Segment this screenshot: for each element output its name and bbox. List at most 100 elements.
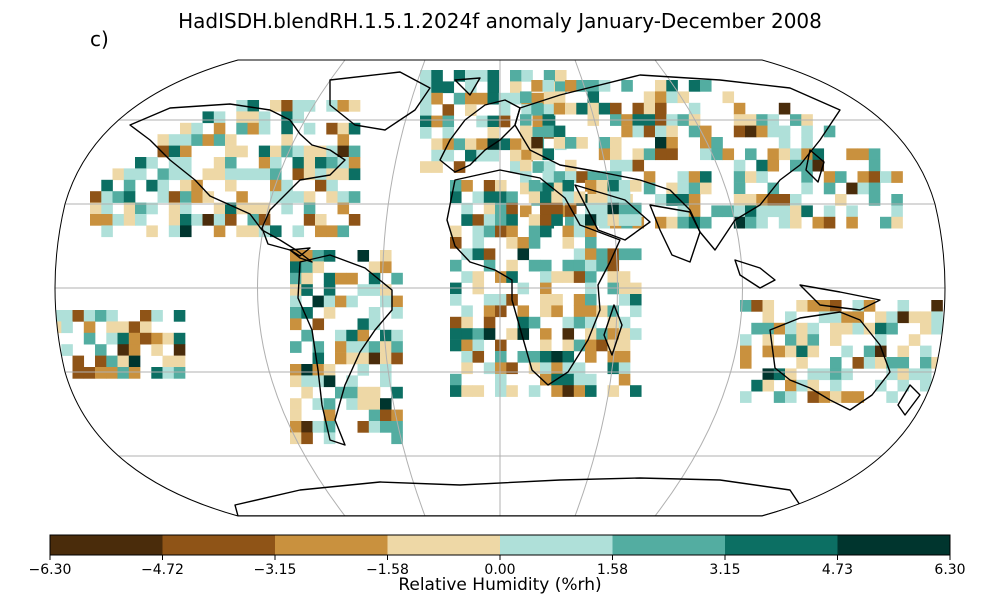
- anomaly-cell: [790, 216, 802, 229]
- anomaly-cell: [225, 214, 237, 226]
- anomaly-cell: [348, 122, 361, 135]
- anomaly-cell: [301, 432, 313, 445]
- anomaly-cell: [740, 334, 752, 346]
- anomaly-cell: [830, 391, 842, 403]
- anomaly-cell: [700, 171, 712, 183]
- anomaly-cell: [562, 316, 575, 329]
- anomaly-cell: [128, 355, 141, 368]
- anomaly-cell: [236, 122, 248, 135]
- anomaly-cell: [762, 322, 775, 335]
- anomaly-cell: [807, 379, 820, 392]
- anomaly-cell: [202, 111, 215, 124]
- anomaly-cell: [312, 341, 325, 353]
- anomaly-cell: [312, 375, 325, 388]
- anomaly-cell: [281, 134, 293, 146]
- anomaly-cell: [348, 168, 361, 181]
- anomaly-cell: [191, 214, 203, 226]
- colorbar-segment: [275, 535, 388, 555]
- anomaly-cell: [290, 250, 302, 262]
- anomaly-cell: [290, 341, 302, 353]
- anomaly-cell: [655, 194, 667, 206]
- anomaly-cell: [465, 70, 477, 82]
- anomaly-cell: [380, 421, 392, 433]
- anomaly-cell: [431, 115, 443, 128]
- anomaly-cell: [290, 318, 302, 331]
- anomaly-cell: [886, 311, 898, 324]
- anomaly-cell: [555, 70, 567, 82]
- anomaly-cell: [711, 205, 723, 218]
- anomaly-cell: [540, 214, 552, 226]
- anomaly-cell: [596, 214, 608, 226]
- anomaly-cell: [868, 194, 881, 206]
- anomaly-cell: [540, 225, 552, 238]
- anomaly-cell: [796, 334, 808, 346]
- anomaly-cell: [722, 205, 735, 218]
- anomaly-cell: [281, 100, 293, 112]
- anomaly-cell: [618, 316, 631, 329]
- anomaly-cell: [83, 332, 96, 345]
- anomaly-cell: [852, 300, 865, 312]
- anomaly-cell: [450, 373, 462, 386]
- anomaly-cell: [607, 180, 620, 192]
- anomaly-cell: [357, 352, 370, 365]
- anomaly-cell: [487, 127, 500, 139]
- anomaly-cell: [630, 214, 642, 226]
- anomaly-cell: [495, 362, 507, 375]
- anomaly-cell: [562, 328, 575, 340]
- anomaly-cell: [128, 344, 141, 356]
- anomaly-cell: [303, 202, 316, 215]
- anomaly-cell: [520, 171, 532, 183]
- anomaly-cell: [773, 322, 786, 335]
- anomaly-cell: [323, 398, 336, 410]
- anomaly-cell: [495, 305, 507, 318]
- anomaly-cell: [461, 339, 473, 352]
- graticule: [55, 60, 945, 516]
- anomaly-cell: [450, 225, 462, 238]
- anomaly-cell: [290, 375, 302, 388]
- anomaly-cell: [495, 202, 507, 215]
- anomaly-cell: [785, 379, 797, 392]
- anomaly-cell: [292, 191, 305, 203]
- anomaly-cell: [368, 398, 381, 410]
- anomaly-cell: [510, 70, 522, 82]
- anomaly-cell: [461, 214, 473, 226]
- anomaly-cell: [897, 311, 910, 324]
- anomaly-cell: [573, 385, 586, 397]
- anomaly-cell: [751, 300, 763, 312]
- anomaly-cell: [301, 421, 313, 433]
- anomaly-cell: [453, 161, 466, 173]
- anomaly-cell: [666, 182, 678, 195]
- anomaly-cell: [420, 104, 432, 116]
- anomaly-cell: [585, 305, 597, 318]
- anomaly-cell: [528, 351, 541, 363]
- anomaly-cell: [55, 321, 62, 334]
- anomaly-cell: [270, 225, 282, 238]
- anomaly-cell: [863, 357, 876, 369]
- anomaly-cell: [312, 318, 325, 331]
- anomaly-cell: [465, 138, 477, 151]
- anomaly-cell: [202, 214, 215, 226]
- anomaly-cell: [643, 102, 656, 115]
- anomaly-cell: [106, 321, 118, 334]
- anomaly-cell: [472, 339, 485, 352]
- anomaly-cell: [618, 362, 631, 375]
- anomaly-cell: [95, 367, 107, 379]
- anomaly-cell: [483, 294, 496, 306]
- anomaly-cell: [431, 81, 443, 94]
- anomaly-cell: [337, 168, 350, 181]
- anomaly-cell: [573, 259, 586, 272]
- anomaly-cell: [180, 202, 192, 215]
- anomaly-cell: [543, 161, 556, 173]
- anomaly-cell: [202, 168, 215, 181]
- map-title: HadISDH.blendRH.1.5.1.2024f anomaly Janu…: [178, 9, 822, 33]
- anomaly-cell: [875, 379, 887, 392]
- anomaly-cell: [585, 180, 597, 192]
- anomaly-cell: [312, 352, 325, 365]
- anomaly-cell: [573, 373, 586, 386]
- anomaly-cell: [335, 341, 347, 353]
- anomaly-cell: [472, 385, 485, 397]
- anomaly-cell: [106, 367, 118, 379]
- anomaly-cell: [931, 311, 943, 324]
- anomaly-cell: [531, 102, 543, 115]
- anomaly-cell: [517, 248, 530, 261]
